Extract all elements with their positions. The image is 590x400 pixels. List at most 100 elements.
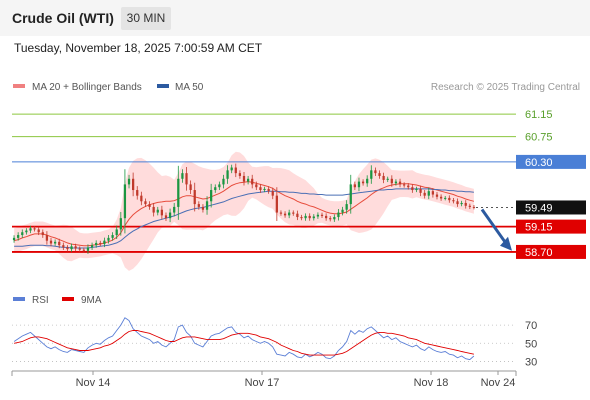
candle-body <box>136 190 139 196</box>
candle <box>66 245 69 252</box>
candle <box>127 174 131 189</box>
candle <box>21 229 24 238</box>
candle <box>288 209 291 219</box>
candle <box>415 186 418 193</box>
candle-body <box>427 191 430 196</box>
ma9-legend-swatch <box>62 297 74 301</box>
candle-body <box>62 245 65 248</box>
candle <box>386 176 389 183</box>
rsi-line <box>13 317 475 361</box>
candle <box>95 240 98 248</box>
candle-body <box>168 212 172 219</box>
candle-body <box>58 241 61 246</box>
candle <box>435 191 439 200</box>
level-label-box <box>516 154 586 169</box>
candle <box>444 195 447 201</box>
candle-body <box>90 245 94 248</box>
time-tick-label: Nov 17 <box>245 377 280 389</box>
candle <box>140 191 143 206</box>
candle-body <box>407 185 410 188</box>
bollinger-bands <box>14 151 474 271</box>
candle-body <box>78 248 81 250</box>
level-label-resistance: 61.15 <box>525 109 553 121</box>
candle-body <box>173 206 176 213</box>
candle-body <box>181 173 184 179</box>
candle-body <box>66 247 69 250</box>
candle-body <box>283 213 287 216</box>
datetime-label: Tuesday, November 18, 2025 7:00:59 AM CE… <box>14 41 263 55</box>
candle <box>423 190 426 199</box>
candle <box>86 244 90 254</box>
candle <box>214 184 217 193</box>
candle <box>234 163 237 178</box>
candle-body <box>53 241 57 244</box>
candle-body <box>439 196 443 199</box>
candle <box>448 195 451 203</box>
candle-body <box>456 201 459 205</box>
ma50-legend-label: MA 50 <box>175 82 204 93</box>
candle-body <box>390 178 393 184</box>
candle <box>25 228 28 235</box>
candle <box>472 205 476 210</box>
candle <box>320 212 324 219</box>
header-bar: Crude Oil (WTI) 30 MIN <box>0 0 590 36</box>
candle-body <box>435 194 439 197</box>
ma20-legend-label: MA 20 + Bollinger Bands <box>32 82 142 93</box>
candle <box>168 208 172 223</box>
candle-body <box>259 187 262 191</box>
candle-body <box>37 229 40 233</box>
candle <box>403 182 406 188</box>
candle <box>74 243 77 252</box>
candle <box>292 210 295 216</box>
candle-body <box>386 178 389 180</box>
candle <box>468 203 471 210</box>
candle <box>242 172 246 186</box>
candle <box>82 247 85 253</box>
candle <box>279 210 283 216</box>
candle-body <box>288 212 291 216</box>
candle-body <box>263 188 266 191</box>
candle <box>210 183 213 208</box>
candle-body <box>300 217 303 219</box>
candle <box>271 187 274 200</box>
candle-body <box>292 212 295 214</box>
candle-body <box>341 209 344 213</box>
candle <box>255 181 258 191</box>
candle-body <box>99 242 102 245</box>
candle-body <box>337 212 340 218</box>
candle <box>337 209 340 221</box>
candle-body <box>210 190 213 202</box>
candle-body <box>320 214 324 216</box>
candle <box>173 202 176 217</box>
candle-body <box>132 178 135 191</box>
candle <box>324 213 328 221</box>
candle-body <box>70 246 73 250</box>
candle <box>119 211 122 236</box>
candle <box>62 242 65 251</box>
candle-body <box>452 200 455 202</box>
candle <box>111 232 114 241</box>
ma9-legend-label: 9MA <box>81 295 102 306</box>
candle <box>382 172 385 184</box>
candle-body <box>127 178 131 185</box>
ma50-legend-swatch <box>157 84 169 88</box>
candle <box>29 225 32 234</box>
candle-body <box>415 188 418 191</box>
candle-body <box>349 184 352 205</box>
candle-body <box>25 230 28 233</box>
timeframe-button[interactable]: 30 MIN <box>121 7 171 30</box>
candle <box>427 187 430 200</box>
forecast-arrow-shaft <box>480 208 509 246</box>
candle <box>267 186 270 194</box>
candle-body <box>156 209 159 213</box>
level-label-support: 59.15 <box>525 222 553 234</box>
candle-body <box>448 197 451 201</box>
candle-body <box>378 173 381 176</box>
candle <box>107 235 110 244</box>
candle-body <box>279 212 283 214</box>
candle-body <box>271 191 274 196</box>
candle <box>312 214 315 221</box>
candle-body <box>45 235 49 241</box>
candle-body <box>86 247 90 251</box>
